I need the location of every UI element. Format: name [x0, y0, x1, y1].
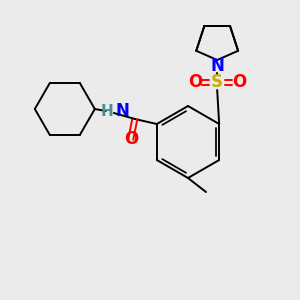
Text: H: H [101, 103, 114, 118]
Text: O: O [124, 130, 138, 148]
Text: O: O [188, 73, 202, 91]
Text: N: N [116, 102, 130, 120]
Text: N: N [210, 57, 224, 75]
Text: O: O [232, 73, 246, 91]
Text: S: S [211, 73, 223, 91]
